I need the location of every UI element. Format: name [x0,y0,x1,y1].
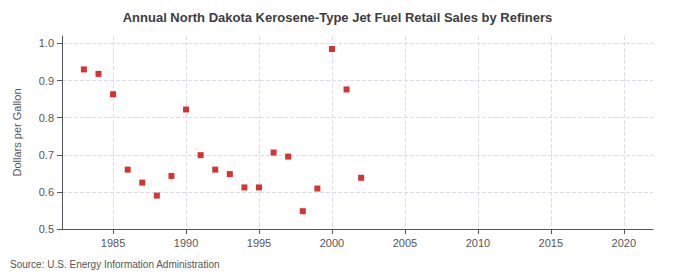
svg-text:2015: 2015 [539,237,563,249]
svg-text:1.0: 1.0 [39,37,54,49]
svg-text:Annual North Dakota Kerosene-T: Annual North Dakota Kerosene-Type Jet Fu… [123,10,553,25]
svg-text:2020: 2020 [612,237,636,249]
svg-text:0.6: 0.6 [39,186,54,198]
svg-text:1990: 1990 [174,237,198,249]
svg-text:2000: 2000 [320,237,344,249]
svg-text:0.7: 0.7 [39,149,54,161]
svg-text:2010: 2010 [466,237,490,249]
svg-text:Source: U.S. Energy Informatio: Source: U.S. Energy Information Administ… [10,259,220,270]
svg-text:2005: 2005 [393,237,417,249]
svg-text:1995: 1995 [247,237,271,249]
svg-text:1985: 1985 [101,237,125,249]
svg-text:0.9: 0.9 [39,75,54,87]
svg-text:0.5: 0.5 [39,223,54,235]
svg-text:0.8: 0.8 [39,112,54,124]
svg-text:Dollars per Gallon: Dollars per Gallon [11,88,23,176]
